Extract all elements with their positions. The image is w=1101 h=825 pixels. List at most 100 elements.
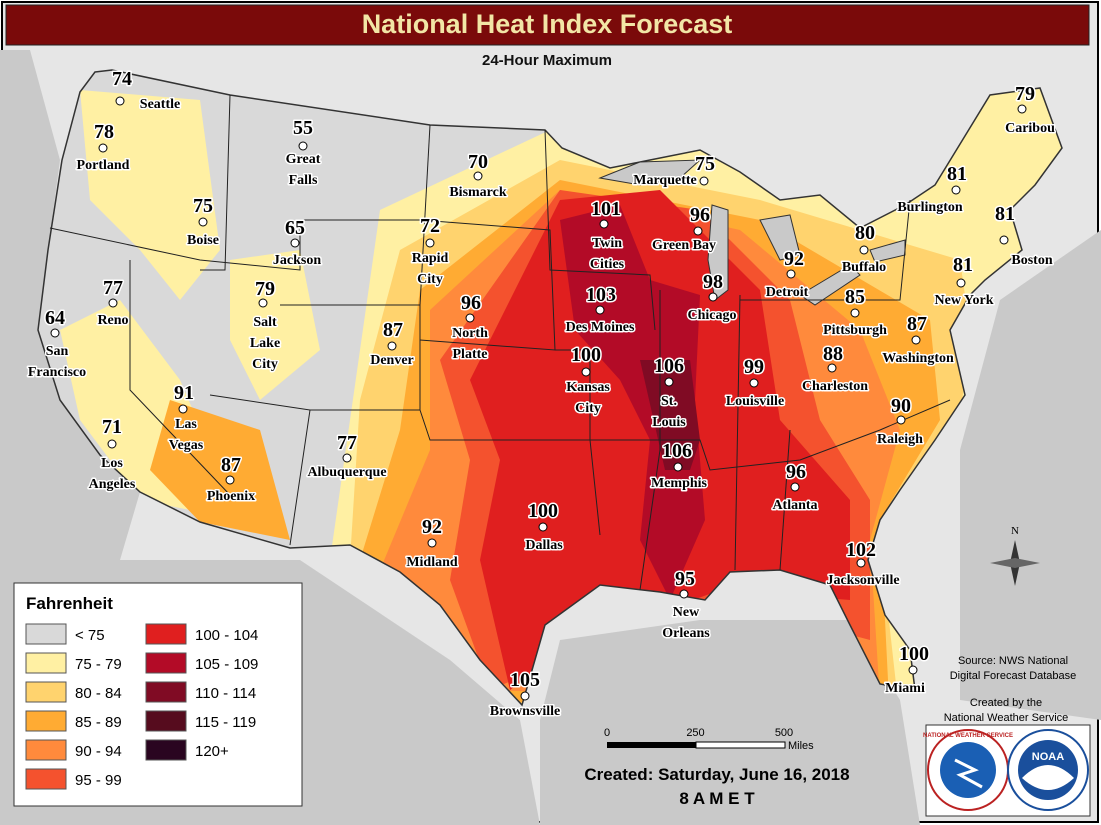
city-dot bbox=[108, 298, 118, 308]
legend-swatch bbox=[145, 652, 187, 674]
legend-swatch bbox=[25, 710, 67, 732]
scale-segment bbox=[695, 741, 786, 749]
city-name: Kansas bbox=[566, 380, 610, 395]
city-name: Denver bbox=[370, 353, 414, 368]
legend: Fahrenheit < 75 75 - 79 80 - 84 85 - 89 90 -… bbox=[13, 582, 303, 807]
state-borders bbox=[49, 94, 951, 591]
legend-label: 100 - 104 bbox=[195, 627, 258, 644]
city-value: 102 bbox=[846, 539, 876, 561]
city-name: Bismarck bbox=[449, 185, 507, 200]
city-value: 79 bbox=[1015, 83, 1035, 105]
city-name: Portland bbox=[77, 158, 130, 173]
state-border bbox=[419, 219, 556, 351]
city-dot bbox=[465, 313, 475, 323]
source-line: Digital Forecast Database bbox=[950, 670, 1077, 682]
city-value: 70 bbox=[468, 151, 488, 173]
city-value: 79 bbox=[255, 278, 275, 300]
city-name: Green Bay bbox=[652, 238, 716, 253]
city-name: Caribou bbox=[1005, 121, 1055, 136]
city-name: New bbox=[673, 605, 700, 620]
scale-unit: Miles bbox=[788, 740, 814, 752]
city-name: Jacksonville bbox=[826, 573, 899, 588]
city-name: Rapid bbox=[412, 251, 449, 266]
city-name: Boise bbox=[187, 233, 219, 248]
legend-label: 115 - 119 bbox=[195, 714, 256, 731]
city-name: Platte bbox=[453, 347, 488, 362]
city-dot bbox=[425, 238, 435, 248]
city-dot bbox=[856, 558, 866, 568]
city-value: 96 bbox=[461, 292, 481, 314]
city-dot bbox=[911, 335, 921, 345]
scale-label: 500 bbox=[775, 727, 793, 739]
legend-label: 80 - 84 bbox=[75, 685, 122, 702]
noaa-logo-text: NOAA bbox=[1032, 751, 1064, 763]
city-dot bbox=[859, 245, 869, 255]
city-name: Salt bbox=[253, 315, 277, 330]
compass-needle bbox=[990, 558, 1040, 568]
city-dot bbox=[298, 141, 308, 151]
city-dot bbox=[427, 538, 437, 548]
legend-swatch bbox=[25, 652, 67, 674]
city-value: 103 bbox=[586, 284, 616, 306]
title: National Heat Index Forecast bbox=[362, 9, 733, 39]
subtitle: 24-Hour Maximum bbox=[482, 52, 612, 69]
city-name: Louisville bbox=[726, 394, 784, 409]
scale-label: 250 bbox=[686, 727, 704, 739]
city-name: Pittsburgh bbox=[823, 323, 887, 338]
zone-110-114 bbox=[640, 360, 700, 470]
city-value: 87 bbox=[907, 313, 927, 335]
city-name: Atlanta bbox=[772, 498, 817, 513]
city-value: 87 bbox=[221, 454, 241, 476]
city-name: Great bbox=[286, 152, 321, 167]
legend-swatch bbox=[25, 739, 67, 761]
us-outline bbox=[37, 69, 1063, 707]
city-dot bbox=[673, 462, 683, 472]
legend-swatch bbox=[145, 623, 187, 645]
city-value: 96 bbox=[690, 204, 710, 226]
city-value: 100 bbox=[571, 344, 601, 366]
city-dot bbox=[115, 96, 125, 106]
legend-swatch bbox=[145, 681, 187, 703]
city-value: 74 bbox=[112, 68, 132, 90]
city-dot bbox=[790, 482, 800, 492]
state-border bbox=[544, 129, 656, 331]
city-name: Charleston bbox=[802, 379, 868, 394]
scale-segment bbox=[607, 742, 696, 748]
city-dot bbox=[599, 219, 609, 229]
city-value: 87 bbox=[383, 319, 403, 341]
lake-michigan bbox=[707, 204, 729, 301]
city-value: 100 bbox=[528, 500, 558, 522]
city-value: 81 bbox=[995, 203, 1015, 225]
state-border bbox=[209, 394, 311, 411]
city-value: 77 bbox=[103, 277, 123, 299]
credit-line: National Weather Service bbox=[944, 712, 1069, 724]
legend-label: < 75 bbox=[75, 627, 105, 644]
city-dot bbox=[827, 363, 837, 373]
credit-line: Created by the bbox=[970, 697, 1042, 709]
city-dot bbox=[198, 217, 208, 227]
city-value: 99 bbox=[744, 356, 764, 378]
city-value: 105 bbox=[510, 669, 540, 691]
legend-label: 95 - 99 bbox=[75, 772, 122, 789]
city-name: Raleigh bbox=[877, 432, 923, 447]
city-dot bbox=[581, 367, 591, 377]
city-name: Twin bbox=[592, 236, 622, 251]
city-name: San bbox=[46, 344, 69, 359]
city-value: 78 bbox=[94, 121, 114, 143]
city-dot bbox=[999, 235, 1009, 245]
city-value: 92 bbox=[784, 248, 804, 270]
city-name: Brownsville bbox=[490, 704, 561, 719]
city-dot bbox=[387, 341, 397, 351]
city-value: 65 bbox=[285, 217, 305, 239]
legend-label: 90 - 94 bbox=[75, 743, 122, 760]
city-dot bbox=[98, 143, 108, 153]
state-border bbox=[639, 290, 661, 591]
state-border bbox=[49, 219, 420, 271]
legend-swatch bbox=[145, 739, 187, 761]
lake-huron bbox=[759, 214, 801, 261]
city-name: Orleans bbox=[662, 626, 710, 641]
state-border bbox=[419, 409, 601, 536]
